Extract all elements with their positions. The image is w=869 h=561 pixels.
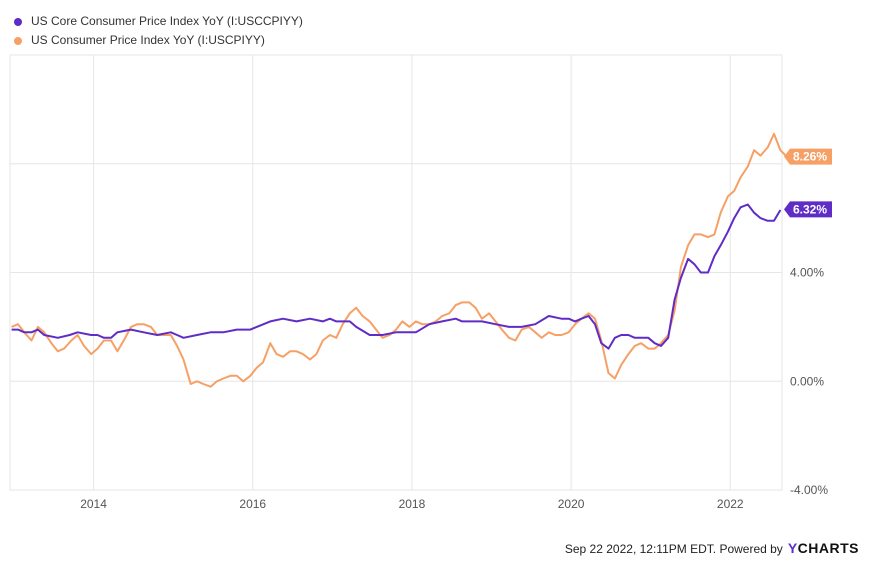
chart-legend: US Core Consumer Price Index YoY (I:USCC… — [14, 12, 303, 50]
x-tick-label: 2022 — [717, 497, 744, 511]
footer-timestamp: Sep 22 2022, 12:11PM EDT. — [564, 542, 717, 556]
x-tick-label: 2014 — [80, 497, 107, 511]
end-value-label-core: 6.32% — [793, 202, 827, 216]
x-tick-label: 2016 — [239, 497, 266, 511]
x-tick-label: 2018 — [399, 497, 426, 511]
end-value-tag-cpi — [784, 148, 832, 165]
legend-label-cpi: US Consumer Price Index YoY (I:USCPIYY) — [31, 33, 265, 47]
legend-item-cpi[interactable]: US Consumer Price Index YoY (I:USCPIYY) — [14, 31, 303, 50]
end-value-tag-core — [784, 201, 832, 218]
end-value-label-cpi: 8.26% — [793, 150, 827, 164]
series-line-cpi — [11, 132, 788, 388]
y-tick-label: 0.00% — [790, 374, 824, 388]
ycharts-logo-y: Y — [787, 540, 798, 556]
footer-powered-by: Powered by — [719, 542, 783, 556]
ycharts-logo[interactable]: YCHARTS — [788, 540, 859, 556]
y-tick-label: 4.00% — [790, 266, 824, 280]
ycharts-logo-text: CHARTS — [797, 540, 859, 556]
x-tick-label: 2020 — [558, 497, 585, 511]
series-line-core — [11, 203, 782, 350]
legend-label-core: US Core Consumer Price Index YoY (I:USCC… — [31, 14, 303, 28]
legend-swatch-cpi — [14, 36, 22, 45]
legend-swatch-core — [14, 17, 22, 26]
y-tick-label: -4.00% — [790, 483, 828, 497]
chart-footer: Sep 22 2022, 12:11PM EDT. Powered by YCH… — [565, 540, 859, 556]
legend-item-core[interactable]: US Core Consumer Price Index YoY (I:USCC… — [14, 12, 303, 31]
